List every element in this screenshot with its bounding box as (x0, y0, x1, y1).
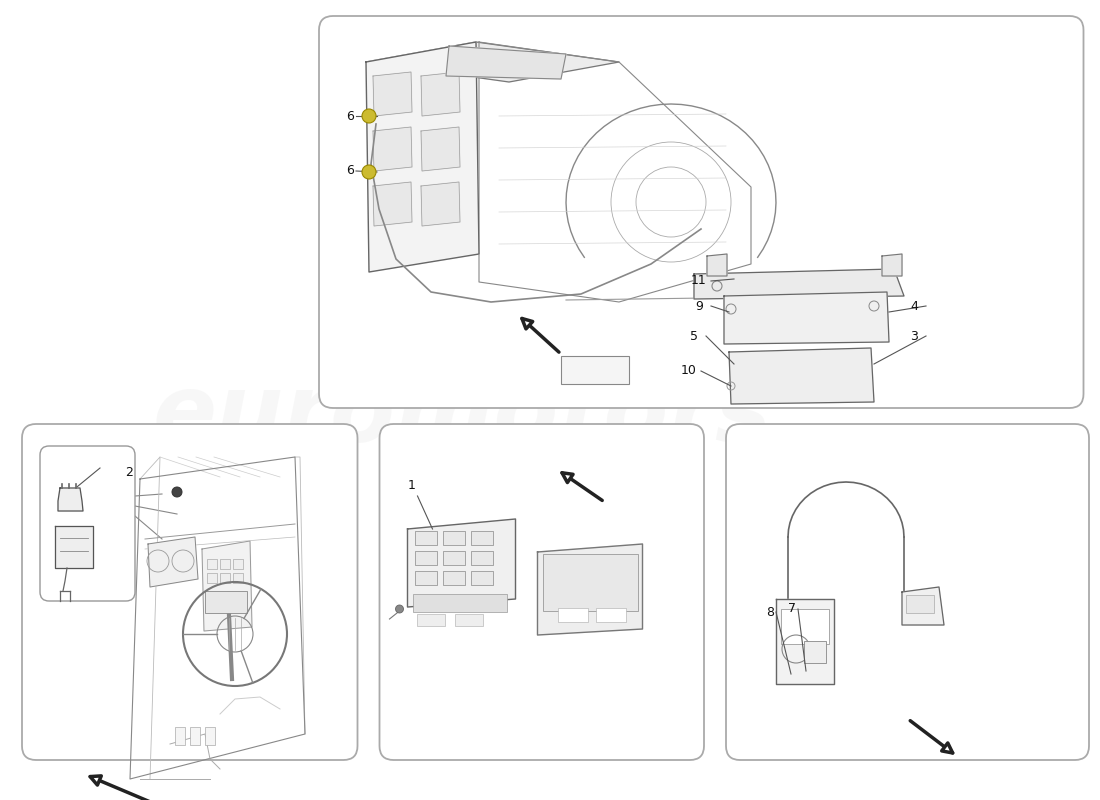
Text: 11: 11 (691, 274, 707, 287)
Polygon shape (421, 72, 460, 116)
FancyBboxPatch shape (319, 16, 1084, 408)
Bar (455, 614, 484, 626)
Bar (561, 356, 629, 384)
Circle shape (396, 605, 404, 613)
Bar (472, 571, 494, 585)
Polygon shape (421, 182, 460, 226)
Text: 6: 6 (346, 110, 354, 122)
Bar (595, 608, 626, 622)
Text: 9: 9 (695, 299, 703, 313)
Bar (443, 571, 465, 585)
Bar (233, 573, 243, 583)
Polygon shape (148, 537, 198, 587)
Bar (220, 559, 230, 569)
FancyBboxPatch shape (379, 424, 704, 760)
Text: 5: 5 (690, 330, 698, 342)
Circle shape (362, 109, 376, 123)
Text: 6: 6 (346, 165, 354, 178)
Text: 10: 10 (681, 365, 697, 378)
Bar (190, 727, 200, 745)
FancyArrowPatch shape (90, 776, 164, 800)
Text: 4: 4 (910, 299, 917, 313)
Polygon shape (55, 526, 94, 568)
Polygon shape (776, 599, 834, 684)
Polygon shape (366, 42, 619, 82)
Bar (542, 554, 638, 611)
Text: 7: 7 (788, 602, 796, 615)
FancyArrowPatch shape (562, 473, 602, 501)
Circle shape (362, 165, 376, 179)
Bar (558, 608, 587, 622)
Text: a passion for details since 1995: a passion for details since 1995 (362, 260, 738, 316)
Polygon shape (421, 127, 460, 171)
Text: 8: 8 (766, 606, 774, 618)
Text: 3: 3 (910, 330, 917, 342)
Polygon shape (724, 292, 889, 344)
Bar (220, 573, 230, 583)
Bar (781, 609, 829, 644)
Polygon shape (729, 348, 875, 404)
Bar (418, 614, 446, 626)
Text: 2: 2 (125, 466, 133, 479)
Polygon shape (407, 519, 516, 607)
Bar (205, 727, 214, 745)
Bar (472, 531, 494, 545)
FancyBboxPatch shape (22, 424, 358, 760)
Text: 1: 1 (408, 479, 416, 492)
Bar (233, 559, 243, 569)
FancyBboxPatch shape (40, 446, 135, 601)
Circle shape (172, 487, 182, 497)
FancyArrowPatch shape (521, 318, 559, 352)
Bar (207, 573, 217, 583)
Bar (207, 559, 217, 569)
Bar (804, 641, 826, 663)
Bar (906, 595, 934, 613)
FancyArrowPatch shape (910, 721, 953, 753)
Bar (416, 571, 438, 585)
Text: euromotors: euromotors (153, 370, 771, 462)
Polygon shape (707, 254, 727, 276)
Polygon shape (202, 541, 252, 631)
Polygon shape (373, 127, 412, 171)
FancyBboxPatch shape (726, 424, 1089, 760)
Polygon shape (58, 488, 82, 511)
Bar (443, 551, 465, 565)
Bar (414, 594, 507, 612)
Polygon shape (446, 46, 566, 79)
Bar (416, 551, 438, 565)
Polygon shape (373, 182, 412, 226)
Polygon shape (694, 269, 904, 299)
Bar (443, 531, 465, 545)
Bar (205, 591, 248, 613)
Polygon shape (538, 544, 642, 635)
Polygon shape (882, 254, 902, 276)
Polygon shape (366, 42, 478, 272)
Polygon shape (902, 587, 944, 625)
Bar (416, 531, 438, 545)
Bar (472, 551, 494, 565)
Bar (175, 727, 185, 745)
Polygon shape (373, 72, 412, 116)
